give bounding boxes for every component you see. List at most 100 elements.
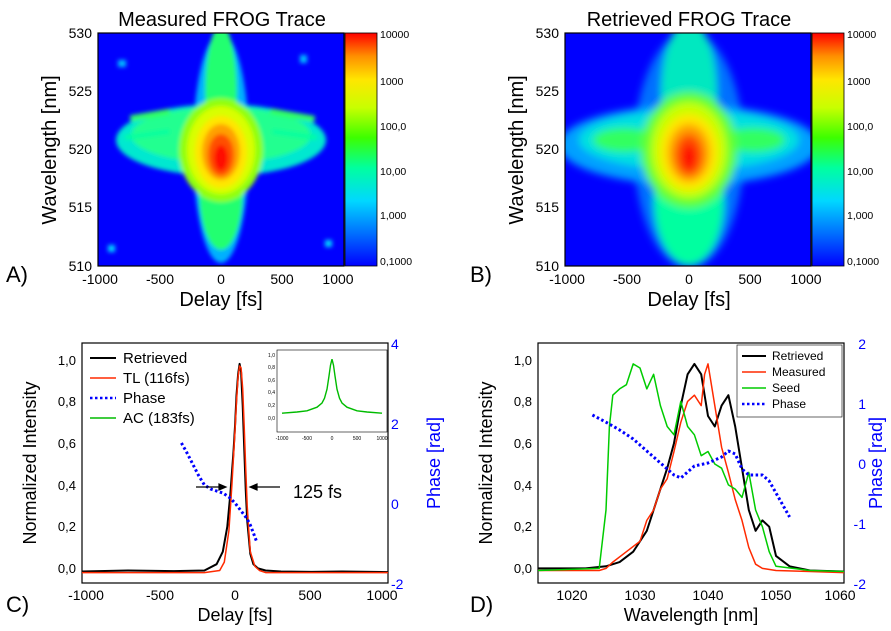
legend-entry: TL (116fs) <box>123 370 190 387</box>
panel-b-xlabel: Delay [fs] <box>647 289 730 311</box>
y-tick-label: 520 <box>69 141 93 157</box>
panel-a-yticks: 530 525 520 515 510 <box>69 25 93 274</box>
x-tick-label: 1050 <box>760 587 791 603</box>
y-tick-label: 0,8 <box>58 394 76 409</box>
panel-d-y2label: Phase [rad] <box>866 417 886 509</box>
colorbar-label: 10000 <box>380 29 409 41</box>
legend-entry: Phase <box>772 397 806 411</box>
panel-c-inset-frame <box>276 349 388 433</box>
colorbar-label: 1,000 <box>847 210 873 222</box>
y-tick-label: 530 <box>536 25 560 41</box>
y-tick-label: 0,6 <box>514 436 532 451</box>
panel-c-xticks: -1000 -500 0 500 1000 <box>68 587 398 603</box>
y-tick-label: 520 <box>536 141 560 157</box>
y-tick-label: 510 <box>536 258 560 274</box>
x-tick-label: 0 <box>217 271 225 287</box>
panel-a: Measured FROG Trace <box>6 9 412 311</box>
y-tick-label: 1,0 <box>58 353 76 368</box>
colorbar-label: 100,0 <box>847 121 873 133</box>
panel-c-inset <box>281 359 383 414</box>
panel-a-xlabel: Delay [fs] <box>179 289 262 311</box>
y-tick-label: 1,0 <box>514 353 532 368</box>
inset-y-tick: 0,0 <box>268 416 275 422</box>
panel-a-ylabel: Wavelength [nm] <box>39 75 61 224</box>
panel-d-yticks: 1,0 0,8 0,6 0,4 0,2 0,0 <box>514 353 532 576</box>
y-tick-label: 530 <box>69 25 93 41</box>
y2-tick-label: -2 <box>854 576 867 592</box>
series-line-seed <box>537 363 845 573</box>
panel-c-inset-xticks: -1000 -500 0 500 1000 <box>276 436 388 442</box>
colorbar-label: 100,0 <box>380 121 406 133</box>
colorbar-label: 1000 <box>380 76 404 88</box>
x-tick-label: -1000 <box>82 271 118 287</box>
y2-tick-label: -2 <box>391 576 404 592</box>
panel-d-xticks: 1020 1030 1040 1050 1060 <box>556 587 855 603</box>
legend-entry: Phase <box>123 390 166 407</box>
panel-a-title: Measured FROG Trace <box>118 9 326 31</box>
legend-entry: Seed <box>772 381 800 395</box>
y-tick-label: 0,0 <box>58 561 76 576</box>
panel-a-colorbar-labels: 10000 1000 100,0 10,00 1,000 0,1000 <box>380 29 412 268</box>
panel-b-colorbar-labels: 10000 1000 100,0 10,00 1,000 0,1000 <box>847 29 879 268</box>
panel-d: Retrieved Measured Seed Phase 1,0 0,8 0,… <box>470 336 886 625</box>
y-tick-label: 525 <box>69 83 93 99</box>
inset-y-tick: 0,8 <box>268 365 275 371</box>
x-tick-label: 0 <box>231 587 239 603</box>
panel-b-yticks: 530 525 520 515 510 <box>536 25 560 274</box>
colorbar-label: 10,00 <box>847 166 873 178</box>
x-tick-label: -500 <box>613 271 641 287</box>
panel-d-label: D) <box>470 592 493 617</box>
panel-b-ylabel: Wavelength [nm] <box>506 75 528 224</box>
panel-a-xticks: -1000 -500 0 500 1000 <box>82 271 354 287</box>
x-tick-label: 1030 <box>624 587 655 603</box>
x-tick-label: 500 <box>298 587 322 603</box>
x-tick-label: 1000 <box>790 271 821 287</box>
x-tick-label: 1020 <box>556 587 587 603</box>
panel-b-title: Retrieved FROG Trace <box>587 9 792 31</box>
y-tick-label: 515 <box>69 199 93 215</box>
panel-d-legend: Retrieved Measured Seed Phase <box>742 349 825 411</box>
legend-entry: AC (183fs) <box>123 410 195 427</box>
y-tick-label: 0,4 <box>58 478 76 493</box>
panel-b: Retrieved FROG Trace 1000 0 <box>470 9 879 311</box>
panel-c-legend: Retrieved TL (116fs) Phase AC (183fs) <box>90 350 195 427</box>
y-tick-label: 525 <box>536 83 560 99</box>
panel-c-xlabel: Delay [fs] <box>197 605 272 625</box>
legend-entry: Retrieved <box>123 350 187 367</box>
colorbar-label: 1000 <box>847 76 871 88</box>
panel-d-y2ticks: 2 1 0 -1 -2 <box>854 336 867 592</box>
y-tick-label: 0,4 <box>514 478 532 493</box>
panel-c-ylabel: Normalized Intensity <box>20 381 40 544</box>
fwhm-arrows <box>196 483 280 491</box>
panel-d-ylabel: Normalized Intensity <box>476 381 496 544</box>
x-tick-label: -500 <box>146 271 174 287</box>
y-tick-label: 0,2 <box>514 519 532 534</box>
panel-c-frame <box>81 342 389 584</box>
panel-c-curves <box>81 362 389 574</box>
y2-tick-label: -1 <box>854 516 867 532</box>
legend-entry: Retrieved <box>772 349 823 363</box>
series-line-measured <box>538 363 845 574</box>
y-tick-label: 510 <box>69 258 93 274</box>
y-tick-label: 0,0 <box>514 561 532 576</box>
inset-series-line-ac <box>281 359 383 414</box>
inset-x-tick: 500 <box>353 436 362 442</box>
x-tick-label: 0 <box>685 271 693 287</box>
inset-x-tick: -1000 <box>276 436 289 442</box>
fwhm-annotation: 125 fs <box>293 482 342 502</box>
panel-b-heatmap <box>565 33 811 266</box>
x-tick-label: 500 <box>270 271 294 287</box>
panel-b-label: B) <box>470 262 492 287</box>
colorbar-label: 10,00 <box>380 166 406 178</box>
inset-y-tick: 1,0 <box>268 353 275 359</box>
series-line-phase <box>591 413 791 518</box>
x-tick-label: 1000 <box>322 271 353 287</box>
x-tick-label: -1000 <box>549 271 585 287</box>
panel-a-colorbar <box>344 32 378 267</box>
y2-tick-label: 4 <box>391 336 399 352</box>
colorbar-label: 0,1000 <box>847 256 879 268</box>
inset-y-tick: 0,4 <box>268 390 275 396</box>
inset-y-tick: 0,6 <box>268 378 275 384</box>
panel-a-label: A) <box>6 262 28 287</box>
